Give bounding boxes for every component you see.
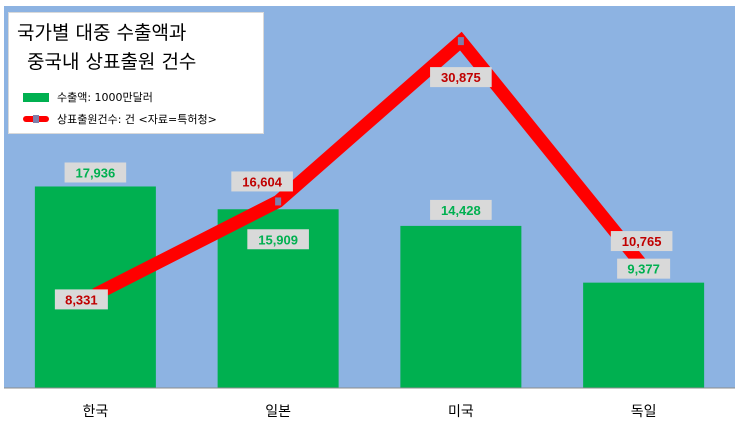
line-series	[92, 31, 649, 301]
bar-label-2-bg	[430, 199, 492, 220]
bar-2	[400, 225, 522, 388]
bar-label-1: 15,909	[247, 229, 309, 250]
bar-label-3-text: 9,377	[627, 262, 660, 277]
line-label-3: 10,765	[610, 231, 673, 252]
legend-bar-swatch	[23, 92, 49, 102]
chart-title: 국가별 대중 수출액과 중국내 상표출원 건수	[17, 19, 196, 77]
bar-label-1-text: 15,909	[258, 232, 298, 247]
bar-label-3: 9,377	[617, 258, 671, 279]
legend-item-line: 상표출원건수: 건 <자료=특허청>	[23, 111, 217, 127]
legend-line-label: 상표출원건수: 건 <자료=특허청>	[57, 113, 217, 126]
bar-3	[583, 282, 705, 388]
line-label-1: 16,604	[231, 171, 293, 192]
bar-label-0: 17,936	[64, 162, 127, 183]
title-line-2: 중국내 상표출원 건수	[27, 51, 197, 73]
legend-line-swatch	[23, 115, 49, 123]
line-label-1-text: 16,604	[242, 174, 283, 189]
bar-label-2: 14,428	[430, 199, 492, 220]
bar-label-3-bg	[617, 258, 671, 279]
line-label-0: 8,331	[54, 289, 108, 310]
bar-label-2-text: 14,428	[441, 203, 481, 218]
line-label-3-text: 10,765	[622, 234, 662, 249]
line-label-2-text: 30,875	[441, 70, 481, 85]
line-label-0-text: 8,331	[65, 292, 98, 307]
line-label-0-bg	[54, 289, 108, 310]
bar-label-0-text: 17,936	[75, 165, 115, 180]
line-point-1	[275, 197, 282, 206]
x-tick-label-3: 독일	[631, 404, 657, 420]
x-tick-label-1: 일본	[265, 404, 291, 420]
line-point-2	[457, 37, 464, 46]
legend-bar-label: 수출액: 1000만달러	[57, 91, 153, 104]
line-label-2: 30,875	[430, 67, 492, 88]
bar-label-0-bg	[64, 162, 127, 183]
line-label-1-bg	[231, 171, 293, 192]
legend-item-bar: 수출액: 1000만달러	[23, 89, 153, 105]
title-line-1: 국가별 대중 수출액과	[17, 22, 187, 44]
line-label-3-bg	[610, 231, 673, 252]
line-label-2-bg	[430, 67, 492, 88]
bar-label-1-bg	[247, 229, 309, 250]
x-tick-label-2: 미국	[448, 404, 474, 420]
legend: 국가별 대중 수출액과 중국내 상표출원 건수 수출액: 1000만달러 상표출…	[8, 12, 264, 134]
x-tick-label-0: 한국	[82, 404, 108, 420]
